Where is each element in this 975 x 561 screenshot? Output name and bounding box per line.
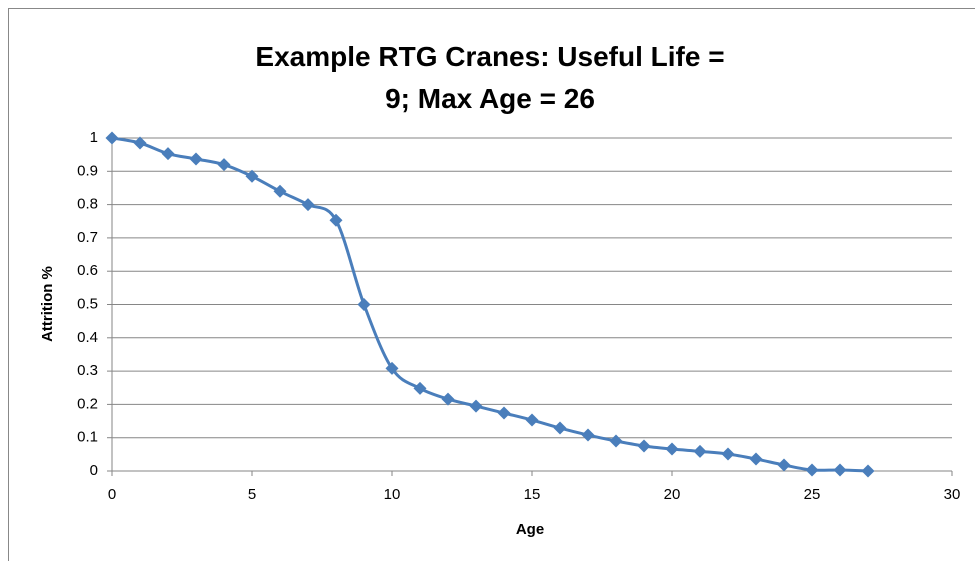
y-tick-label: 0.6 xyxy=(77,262,98,279)
y-tick-label: 0.2 xyxy=(77,395,98,412)
x-tick-label: 30 xyxy=(944,486,961,503)
y-tick-label: 0.7 xyxy=(77,229,98,246)
y-tick-label: 0.8 xyxy=(77,196,98,213)
data-point xyxy=(357,298,371,311)
data-point xyxy=(385,361,399,375)
data-point xyxy=(413,381,427,395)
y-tick-label: 0.1 xyxy=(77,429,98,446)
data-point xyxy=(273,184,287,198)
data-point xyxy=(609,434,623,448)
data-point xyxy=(245,169,259,183)
data-point xyxy=(553,421,567,435)
y-tick-label: 0.3 xyxy=(77,362,98,379)
data-point xyxy=(469,399,483,413)
data-point xyxy=(105,131,119,145)
chart-title: Example RTG Cranes: Useful Life = 9; Max… xyxy=(255,41,725,114)
data-point xyxy=(665,442,679,456)
data-point xyxy=(329,213,343,227)
data-point xyxy=(777,458,791,472)
chart-border xyxy=(8,8,975,561)
data-point xyxy=(189,152,203,166)
y-tick-label: 0 xyxy=(90,462,98,479)
data-point xyxy=(525,413,539,427)
data-point xyxy=(217,158,231,172)
x-tick-label: 10 xyxy=(384,486,401,503)
data-point xyxy=(133,136,147,150)
y-tick-label: 0.4 xyxy=(77,329,98,346)
data-point xyxy=(833,463,847,477)
data-point xyxy=(693,444,707,458)
data-point xyxy=(721,447,735,461)
x-tick-label: 20 xyxy=(664,486,681,503)
y-tick-label: 0.9 xyxy=(77,162,98,179)
data-point xyxy=(441,392,455,406)
x-axis-label: Age xyxy=(516,521,544,538)
x-tick-label: 0 xyxy=(108,486,116,503)
data-point xyxy=(161,147,175,161)
x-tick-label: 15 xyxy=(524,486,541,503)
data-point xyxy=(637,439,651,453)
x-tick-label: 25 xyxy=(804,486,821,503)
data-point xyxy=(805,463,819,477)
data-point xyxy=(581,428,595,442)
data-point xyxy=(301,198,315,212)
data-point xyxy=(749,452,763,466)
y-tick-label: 1 xyxy=(90,129,98,146)
x-tick-label: 5 xyxy=(248,486,256,503)
series-line xyxy=(111,136,869,473)
data-point xyxy=(497,406,511,420)
y-tick-label: 0.5 xyxy=(77,295,98,312)
data-point xyxy=(861,464,875,478)
y-axis-label: Attrition % xyxy=(39,266,56,342)
